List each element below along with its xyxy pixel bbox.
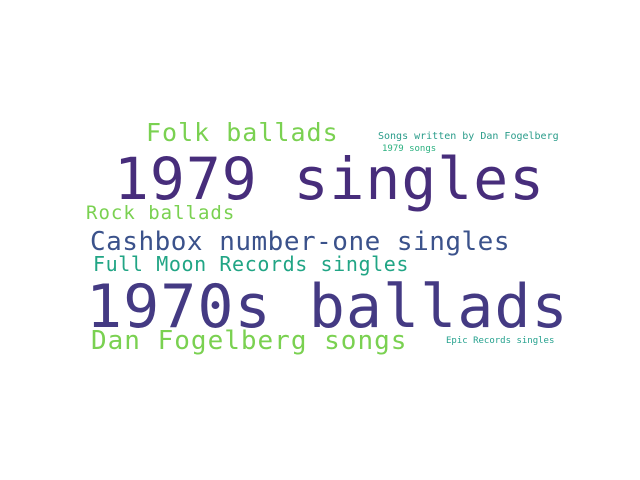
word-rock-ballads: Rock ballads [86,202,236,224]
word-dan-fogelberg-songs: Dan Fogelberg songs [91,326,408,356]
word-songs-written-by-dan-fogelberg: Songs written by Dan Fogelberg [378,131,559,142]
word-full-moon-records-singles: Full Moon Records singles [93,252,410,276]
word-epic-records-singles: Epic Records singles [446,336,555,346]
word-folk-ballads: Folk ballads [146,118,339,147]
word-1970s-ballads: 1970s ballads [86,272,569,342]
word-1979-songs: 1979 songs [382,144,437,154]
word-cashbox-number-one-singles: Cashbox number-one singles [90,227,510,257]
word-1979-singles: 1979 singles [114,145,546,213]
